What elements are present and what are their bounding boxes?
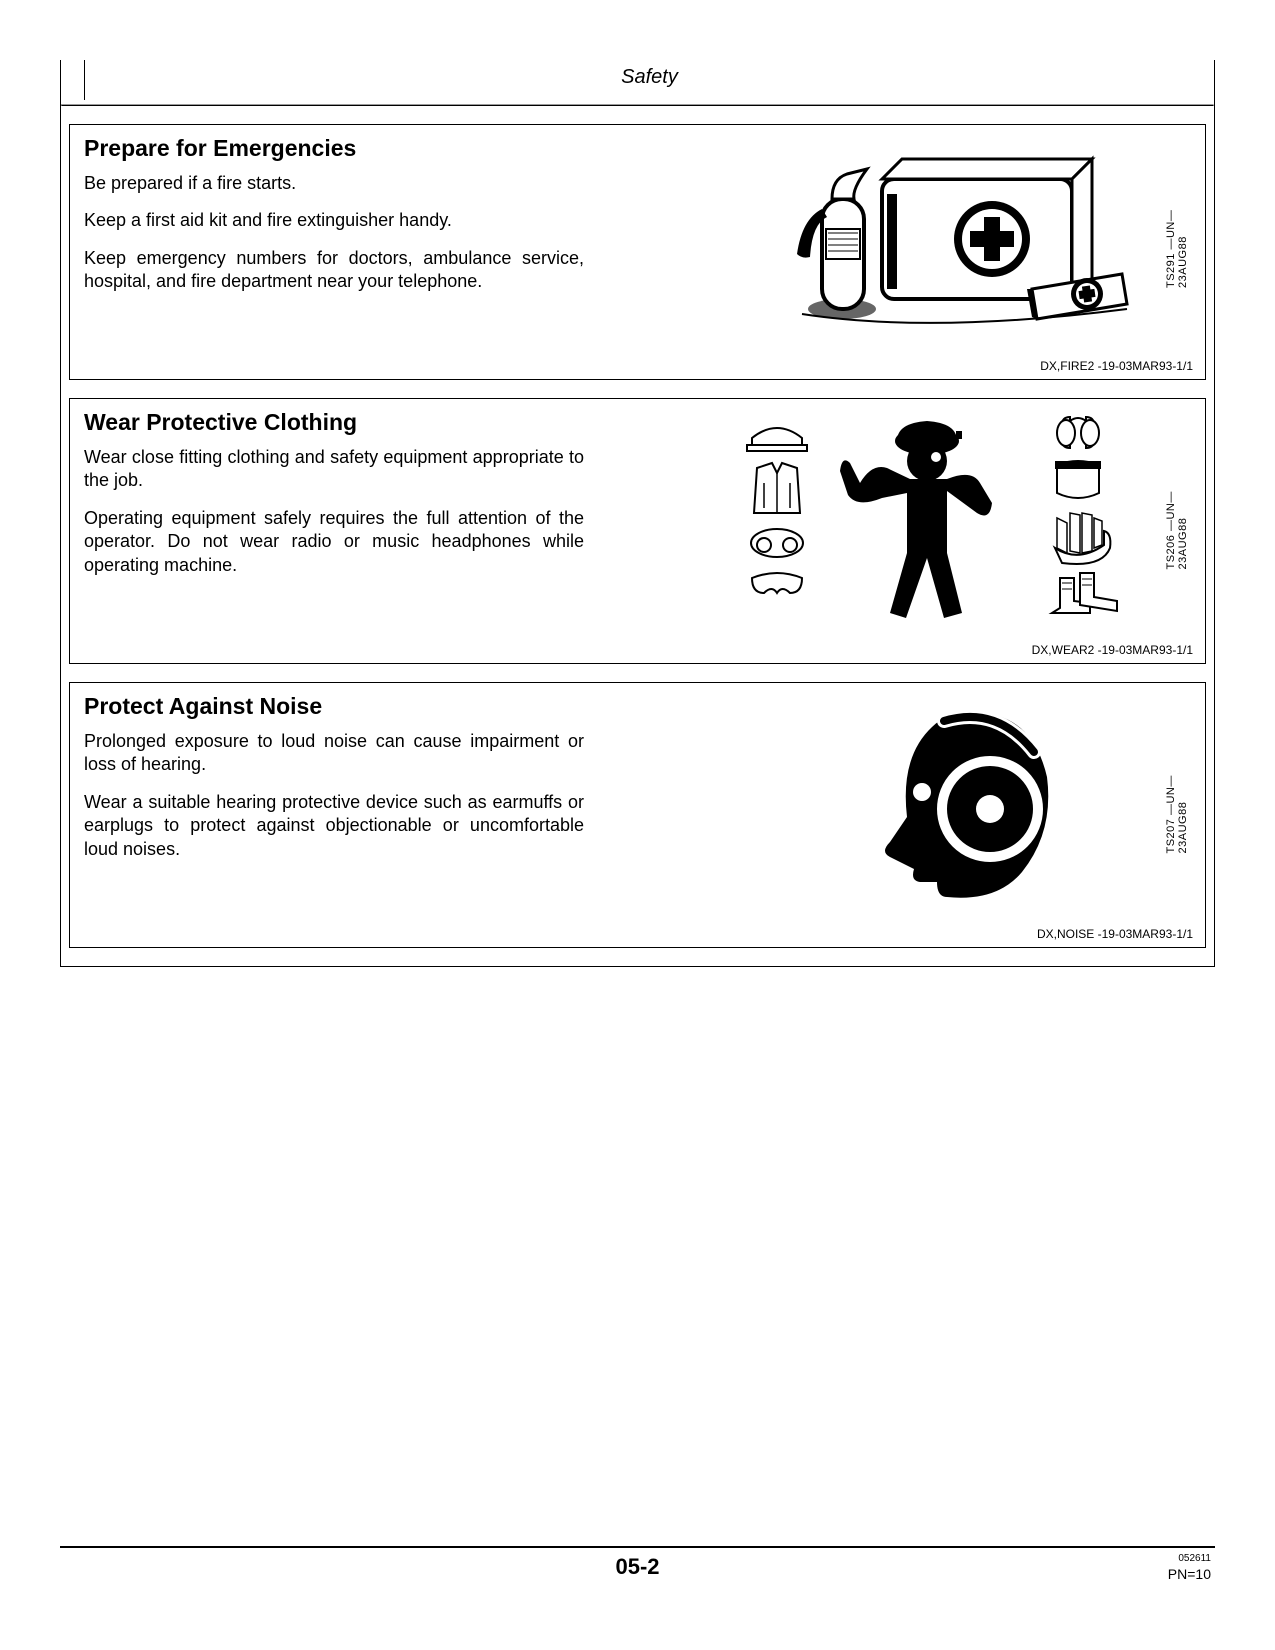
- section-reference: DX,WEAR2 -19-03MAR93-1/1: [1032, 643, 1193, 657]
- footer-rule: [60, 1546, 1215, 1548]
- section-paragraph: Wear close fitting clothing and safety e…: [84, 446, 584, 493]
- image-caption: TS207 —UN—23AUG88: [1165, 747, 1189, 854]
- emergency-kit-icon: [732, 139, 1132, 339]
- section-paragraph: Wear a suitable hearing protective devic…: [84, 791, 584, 861]
- footer-doc-code: 052611: [1168, 1552, 1211, 1565]
- section-paragraph: Operating equipment safely requires the …: [84, 507, 584, 577]
- section-paragraph: Prolonged exposure to loud noise can cau…: [84, 730, 584, 777]
- footer-meta: 052611 PN=10: [1168, 1552, 1211, 1583]
- section-paragraph: Keep a first aid kit and fire extinguish…: [84, 209, 584, 232]
- page-title: Safety: [85, 60, 1214, 89]
- section-reference: DX,NOISE -19-03MAR93-1/1: [1037, 927, 1193, 941]
- sections-container: Prepare for Emergencies Be prepared if a…: [61, 124, 1214, 948]
- section-reference: DX,FIRE2 -19-03MAR93-1/1: [1040, 359, 1193, 373]
- section-heading: Protect Against Noise: [84, 693, 660, 720]
- section-illustration: TS206 —UN—23AUG88: [674, 409, 1191, 623]
- header-stub: [61, 60, 85, 100]
- image-caption: TS206 —UN—23AUG88: [1165, 463, 1189, 570]
- page-header: Safety: [61, 60, 1214, 104]
- section-text: Prepare for Emergencies Be prepared if a…: [84, 135, 660, 339]
- header-divider: [61, 104, 1214, 106]
- section-paragraph: Keep emergency numbers for doctors, ambu…: [84, 247, 584, 294]
- section-paragraph: Be prepared if a fire starts.: [84, 172, 584, 195]
- section-heading: Wear Protective Clothing: [84, 409, 660, 436]
- section-emergencies: Prepare for Emergencies Be prepared if a…: [69, 124, 1206, 380]
- section-heading: Prepare for Emergencies: [84, 135, 660, 162]
- section-illustration: TS207 —UN—23AUG88: [674, 693, 1191, 907]
- image-caption: TS291 —UN—23AUG88: [1165, 186, 1189, 288]
- section-noise: Protect Against Noise Prolonged exposure…: [69, 682, 1206, 948]
- section-protective-clothing: Wear Protective Clothing Wear close fitt…: [69, 398, 1206, 664]
- footer-pn: PN=10: [1168, 1565, 1211, 1583]
- ppe-icon: [722, 413, 1142, 623]
- page-frame: Safety Prepare for Emergencies Be prepar…: [60, 60, 1215, 967]
- ear-protection-icon: [772, 697, 1092, 907]
- section-text: Protect Against Noise Prolonged exposure…: [84, 693, 660, 907]
- footer-page-number: 05-2: [0, 1554, 1275, 1580]
- section-illustration: TS291 —UN—23AUG88: [674, 135, 1191, 339]
- section-text: Wear Protective Clothing Wear close fitt…: [84, 409, 660, 623]
